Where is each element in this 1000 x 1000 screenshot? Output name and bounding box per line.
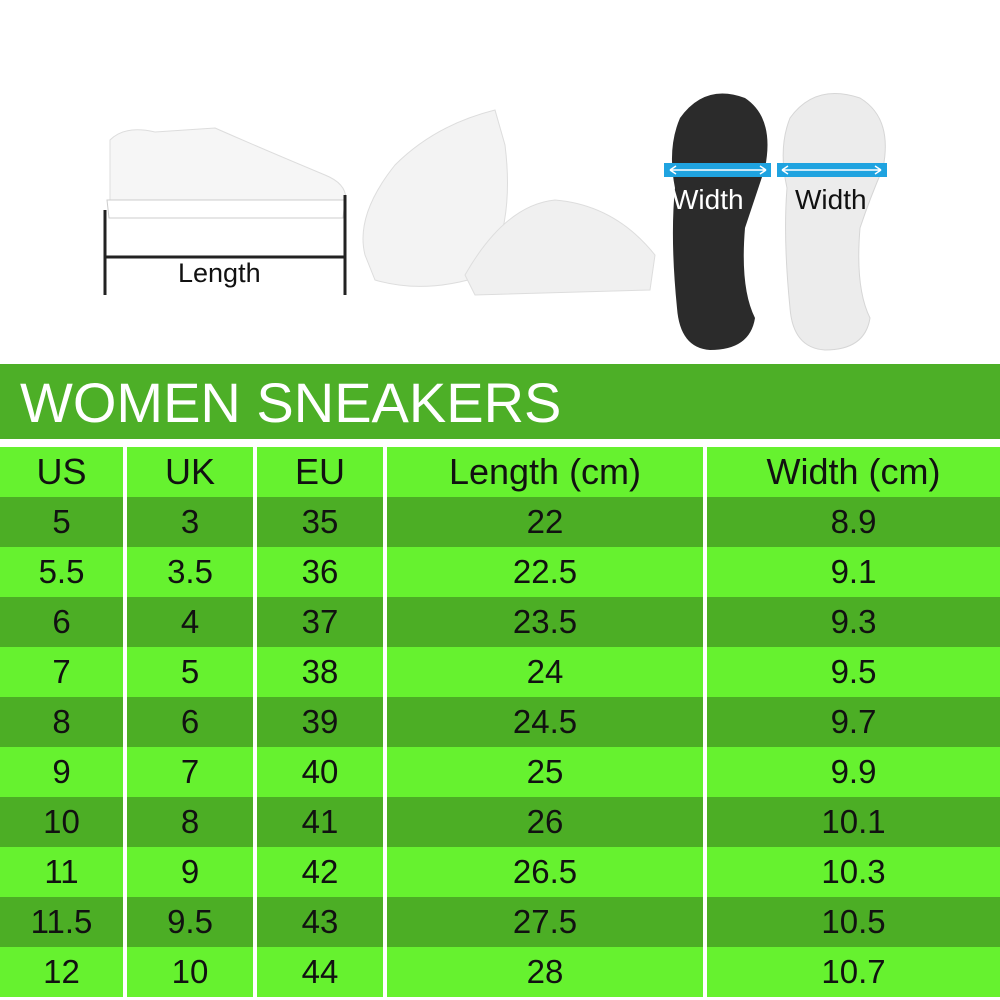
header-us: US xyxy=(0,447,123,497)
header-uk: UK xyxy=(127,447,253,497)
cell-width: 9.3 xyxy=(707,597,1000,647)
width-label-light: Width xyxy=(795,184,867,215)
width-label-dark: Width xyxy=(672,184,744,215)
header-eu: EU xyxy=(257,447,383,497)
cell-uk: 6 xyxy=(127,697,253,747)
cell-us: 11 xyxy=(0,847,123,897)
cell-uk: 3.5 xyxy=(127,547,253,597)
cell-us: 6 xyxy=(0,597,123,647)
cell-length: 22 xyxy=(387,497,703,547)
cell-us: 10 xyxy=(0,797,123,847)
cell-uk: 7 xyxy=(127,747,253,797)
cell-length: 22.5 xyxy=(387,547,703,597)
cell-eu: 43 xyxy=(257,897,383,947)
cell-eu: 40 xyxy=(257,747,383,797)
cell-length: 23.5 xyxy=(387,597,703,647)
header-length: Length (cm) xyxy=(387,447,703,497)
table-row: 11 9 42 26.5 10.3 xyxy=(0,847,1000,897)
cell-eu: 35 xyxy=(257,497,383,547)
cell-eu: 42 xyxy=(257,847,383,897)
cell-eu: 41 xyxy=(257,797,383,847)
cell-us: 9 xyxy=(0,747,123,797)
cell-uk: 10 xyxy=(127,947,253,997)
table-row: 5 3 35 22 8.9 xyxy=(0,497,1000,547)
cell-length: 26.5 xyxy=(387,847,703,897)
cell-eu: 37 xyxy=(257,597,383,647)
cell-us: 5.5 xyxy=(0,547,123,597)
cell-width: 10.7 xyxy=(707,947,1000,997)
width-arrow-icon xyxy=(664,163,887,177)
cell-length: 28 xyxy=(387,947,703,997)
cell-eu: 39 xyxy=(257,697,383,747)
table-header-row: US UK EU Length (cm) Width (cm) xyxy=(0,447,1000,497)
cell-uk: 8 xyxy=(127,797,253,847)
cell-uk: 3 xyxy=(127,497,253,547)
dark-sole-image xyxy=(671,93,768,350)
cell-us: 5 xyxy=(0,497,123,547)
cell-length: 24 xyxy=(387,647,703,697)
light-sole-image xyxy=(782,93,886,351)
size-table: US UK EU Length (cm) Width (cm) 5 3 35 22 8.… xyxy=(0,447,1000,1000)
cell-width: 9.7 xyxy=(707,697,1000,747)
cell-length: 26 xyxy=(387,797,703,847)
table-row: 9 7 40 25 9.9 xyxy=(0,747,1000,797)
cell-length: 24.5 xyxy=(387,697,703,747)
table-row: 7 5 38 24 9.5 xyxy=(0,647,1000,697)
cell-us: 11.5 xyxy=(0,897,123,947)
cell-width: 8.9 xyxy=(707,497,1000,547)
cell-uk: 9 xyxy=(127,847,253,897)
cell-width: 10.5 xyxy=(707,897,1000,947)
table-row: 8 6 39 24.5 9.7 xyxy=(0,697,1000,747)
cell-uk: 5 xyxy=(127,647,253,697)
side-view-sneaker-image xyxy=(103,127,347,295)
chart-title: WOMEN SNEAKERS xyxy=(20,371,562,434)
table-row: 12 10 44 28 10.7 xyxy=(0,947,1000,997)
cell-length: 25 xyxy=(387,747,703,797)
table-row: 6 4 37 23.5 9.3 xyxy=(0,597,1000,647)
length-label: Length xyxy=(178,258,261,288)
cell-length: 27.5 xyxy=(387,897,703,947)
cell-eu: 36 xyxy=(257,547,383,597)
cell-width: 9.9 xyxy=(707,747,1000,797)
header-width: Width (cm) xyxy=(707,447,1000,497)
table-row: 10 8 41 26 10.1 xyxy=(0,797,1000,847)
cell-us: 8 xyxy=(0,697,123,747)
cell-us: 7 xyxy=(0,647,123,697)
cell-width: 10.1 xyxy=(707,797,1000,847)
table-row: 11.5 9.5 43 27.5 10.5 xyxy=(0,897,1000,947)
cell-uk: 9.5 xyxy=(127,897,253,947)
cell-eu: 44 xyxy=(257,947,383,997)
title-band: WOMEN SNEAKERS xyxy=(0,364,1000,439)
sneaker-pair-image xyxy=(362,109,656,296)
cell-width: 9.1 xyxy=(707,547,1000,597)
cell-width: 10.3 xyxy=(707,847,1000,897)
cell-us: 12 xyxy=(0,947,123,997)
cell-eu: 38 xyxy=(257,647,383,697)
cell-uk: 4 xyxy=(127,597,253,647)
table-row: 5.5 3.5 36 22.5 9.1 xyxy=(0,547,1000,597)
cell-width: 9.5 xyxy=(707,647,1000,697)
